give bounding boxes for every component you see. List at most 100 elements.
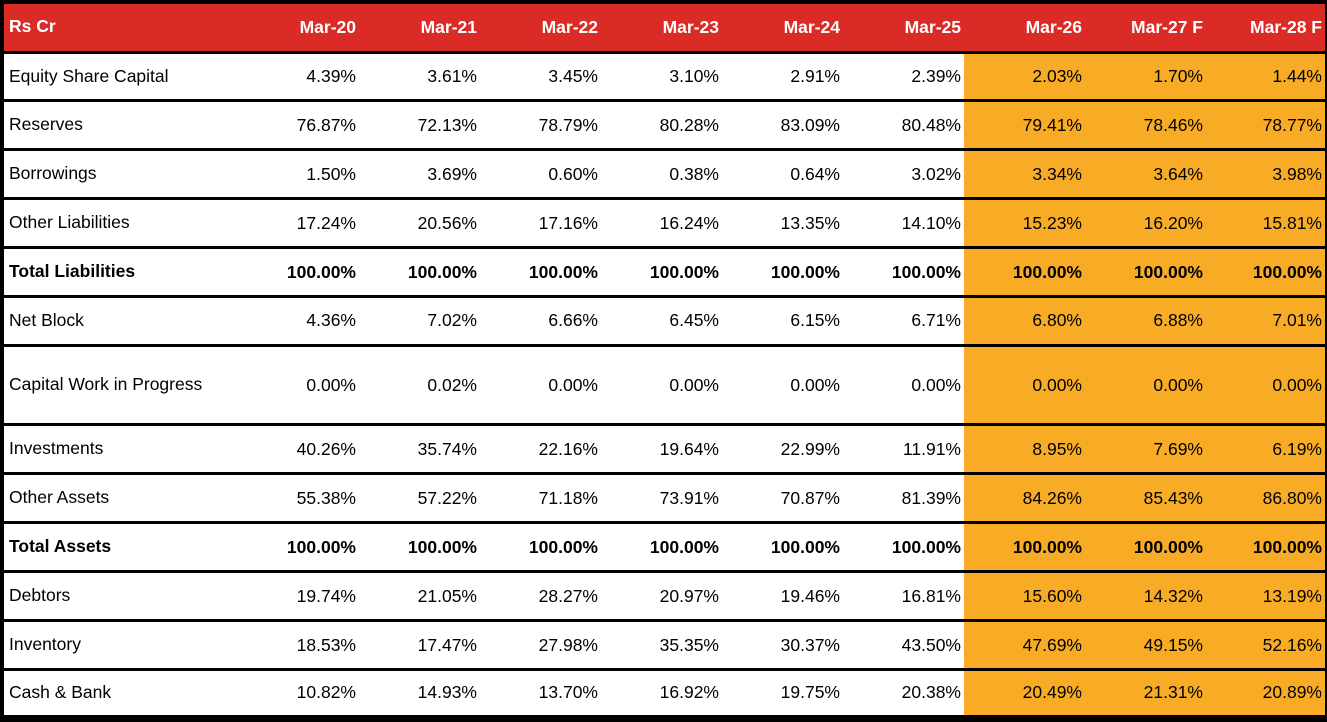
value-cell: 80.28% [659, 114, 719, 135]
value-cell: 79.41% [964, 100, 1085, 150]
value-cell: 100.00% [528, 261, 598, 282]
value-cell: 78.79% [538, 114, 598, 135]
value-cell: 55.38% [296, 487, 356, 508]
table-row: Reserves 76.87% 72.13% 78.79% 80.28% 83.09% 80… [2, 100, 1327, 150]
value-cell: 57.22% [417, 487, 477, 508]
value-cell: 18.53% [296, 634, 356, 655]
value-cell: 35.74% [417, 438, 477, 459]
value-cell: 4.39% [306, 65, 356, 86]
value-cell: 0.00% [1085, 345, 1206, 425]
value-cell: 80.48% [901, 114, 961, 135]
value-cell: 21.05% [417, 585, 477, 606]
value-cell: 100.00% [1206, 522, 1327, 572]
value-cell: 70.87% [780, 487, 840, 508]
value-cell: 100.00% [407, 536, 477, 557]
value-cell: 1.70% [1085, 52, 1206, 101]
value-cell: 83.09% [780, 114, 840, 135]
value-cell: 78.46% [1085, 100, 1206, 150]
column-header-mar-21: Mar-21 [359, 2, 480, 52]
value-cell: 0.60% [548, 163, 598, 184]
column-header-mar-20: Mar-20 [238, 2, 359, 52]
row-label: Borrowings [9, 163, 97, 184]
row-label: Total Assets [9, 536, 112, 557]
value-cell: 13.19% [1206, 571, 1327, 621]
value-cell: 13.70% [538, 682, 598, 703]
value-cell: 15.23% [964, 198, 1085, 248]
table-row: Investments 40.26% 35.74% 22.16% 19.64% 22.99… [2, 424, 1327, 474]
value-cell: 100.00% [891, 261, 961, 282]
value-cell: 7.01% [1206, 296, 1327, 346]
column-header-mar-25: Mar-25 [843, 2, 964, 52]
value-cell: 1.50% [306, 163, 356, 184]
value-cell: 78.77% [1206, 100, 1327, 150]
row-label: Net Block [9, 310, 84, 331]
value-cell: 47.69% [964, 620, 1085, 670]
table-body: Equity Share Capital 4.39% 3.61% 3.45% 3.10%… [2, 52, 1327, 719]
value-cell: 0.00% [1206, 345, 1327, 425]
value-cell: 17.47% [417, 634, 477, 655]
value-cell: 6.71% [911, 310, 961, 331]
value-cell: 100.00% [1085, 522, 1206, 572]
column-header-mar-26: Mar-26 [964, 2, 1085, 52]
value-cell: 6.88% [1085, 296, 1206, 346]
value-cell: 6.66% [548, 310, 598, 331]
value-cell: 7.69% [1085, 424, 1206, 474]
value-cell: 15.60% [964, 571, 1085, 621]
value-cell: 4.36% [306, 310, 356, 331]
row-label: Reserves [9, 114, 83, 135]
value-cell: 86.80% [1206, 473, 1327, 523]
column-header-mar-22: Mar-22 [480, 2, 601, 52]
table-row: Total Liabilities 100.00% 100.00% 100.00% 10… [2, 247, 1327, 297]
row-label: Debtors [9, 585, 71, 606]
value-cell: 84.26% [964, 473, 1085, 523]
value-cell: 28.27% [538, 585, 598, 606]
column-header-mar-24: Mar-24 [722, 2, 843, 52]
value-cell: 19.64% [659, 438, 719, 459]
value-cell: 13.35% [780, 212, 840, 233]
row-label: Other Liabilities [9, 212, 130, 233]
value-cell: 22.99% [780, 438, 840, 459]
value-cell: 0.00% [669, 374, 719, 395]
value-cell: 14.10% [901, 212, 961, 233]
row-label: Total Liabilities [9, 261, 136, 282]
value-cell: 3.64% [1085, 149, 1206, 199]
value-cell: 73.91% [659, 487, 719, 508]
value-cell: 100.00% [407, 261, 477, 282]
value-cell: 100.00% [649, 536, 719, 557]
table-row: Net Block 4.36% 7.02% 6.66% 6.45% 6.15% 6.71% 6… [2, 296, 1327, 346]
value-cell: 11.91% [902, 438, 961, 459]
value-cell: 72.13% [417, 114, 477, 135]
value-cell: 14.93% [417, 682, 477, 703]
value-cell: 10.82% [296, 682, 356, 703]
column-header-mar-27f: Mar-27 F [1085, 2, 1206, 52]
value-cell: 30.37% [780, 634, 840, 655]
value-cell: 100.00% [770, 536, 840, 557]
value-cell: 43.50% [901, 634, 961, 655]
value-cell: 15.81% [1206, 198, 1327, 248]
value-cell: 100.00% [1206, 247, 1327, 297]
value-cell: 3.98% [1206, 149, 1327, 199]
value-cell: 7.02% [427, 310, 477, 331]
value-cell: 20.49% [964, 669, 1085, 719]
value-cell: 1.44% [1206, 52, 1327, 101]
value-cell: 52.16% [1206, 620, 1327, 670]
value-cell: 6.45% [669, 310, 719, 331]
value-cell: 3.45% [548, 65, 598, 86]
row-label: Investments [9, 438, 104, 459]
value-cell: 21.31% [1085, 669, 1206, 719]
value-cell: 16.81% [901, 585, 961, 606]
value-cell: 3.69% [427, 163, 477, 184]
value-cell: 100.00% [964, 522, 1085, 572]
value-cell: 76.87% [296, 114, 356, 135]
value-cell: 16.24% [659, 212, 719, 233]
value-cell: 100.00% [649, 261, 719, 282]
value-cell: 0.64% [790, 163, 840, 184]
table-row: Total Assets 100.00% 100.00% 100.00% 100.00%… [2, 522, 1327, 572]
value-cell: 20.56% [417, 212, 477, 233]
value-cell: 14.32% [1085, 571, 1206, 621]
table-row: Equity Share Capital 4.39% 3.61% 3.45% 3.10%… [2, 52, 1327, 101]
value-cell: 0.00% [306, 374, 356, 395]
value-cell: 22.16% [538, 438, 598, 459]
value-cell: 0.00% [964, 345, 1085, 425]
